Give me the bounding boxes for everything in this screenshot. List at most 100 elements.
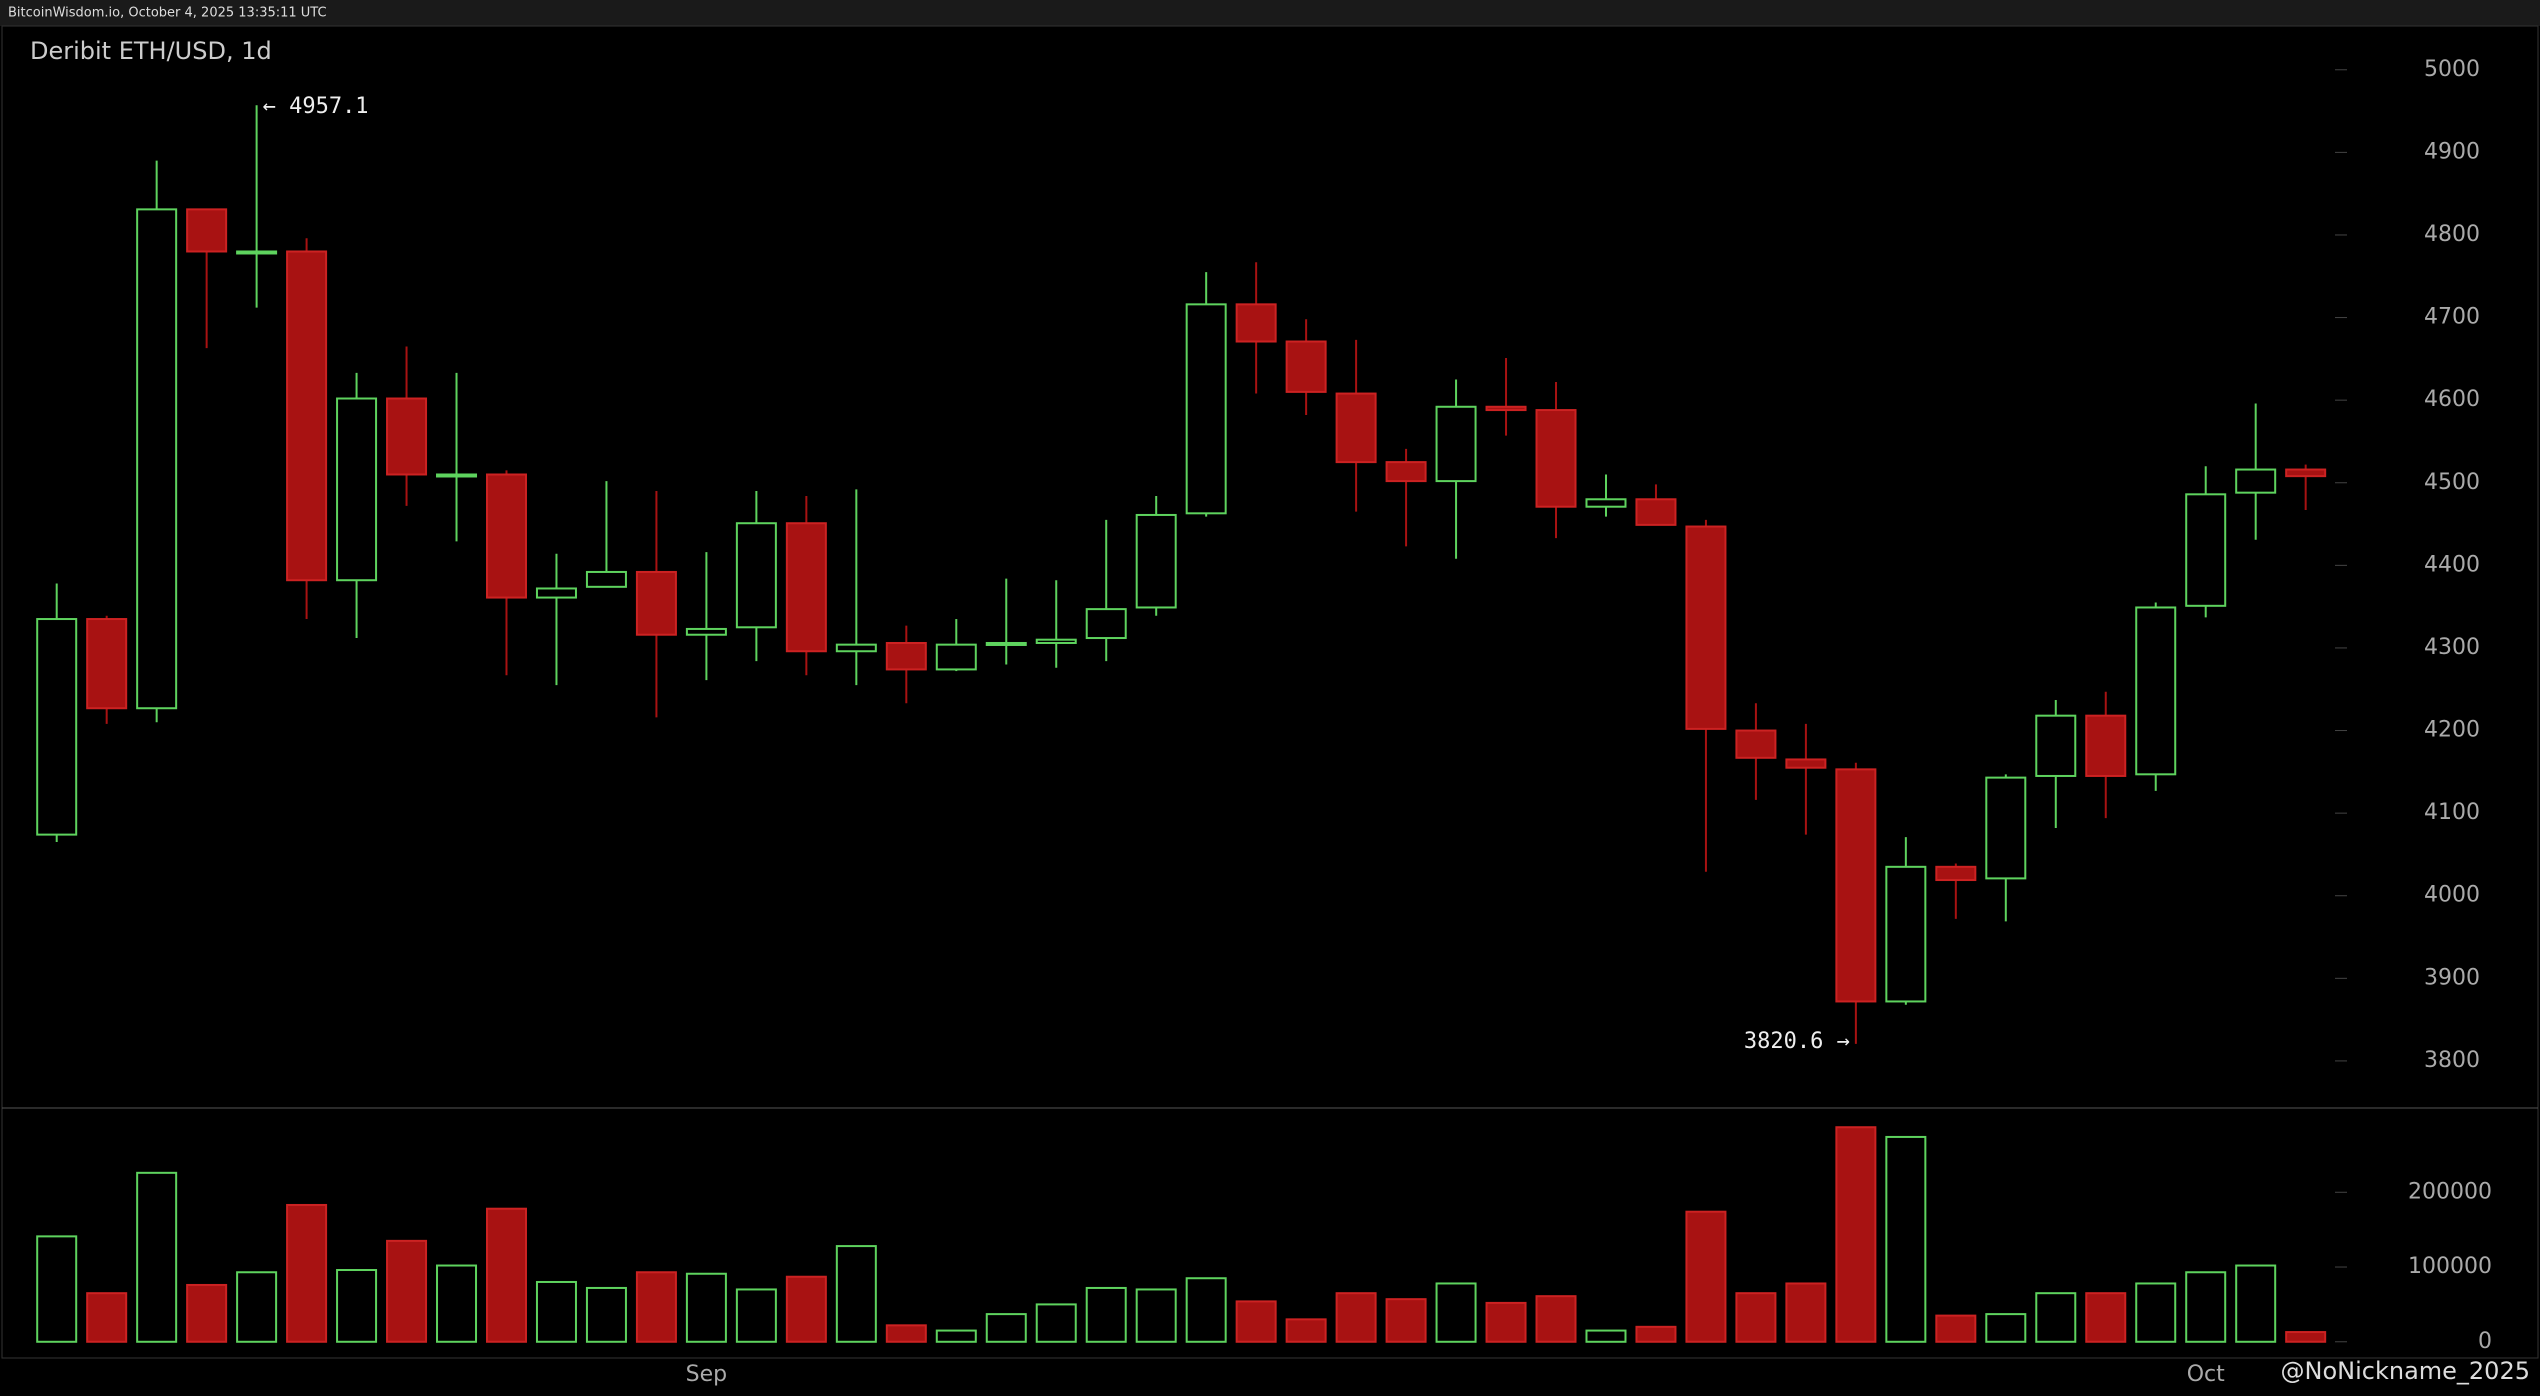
candle-body — [735, 522, 777, 629]
volume-bar — [336, 1269, 378, 1343]
candle-body — [485, 473, 527, 599]
candle-body — [1685, 525, 1727, 730]
y-tick-label: 4100 — [2424, 800, 2480, 825]
x-tick-label: Sep — [686, 1362, 727, 1387]
y-tick-label: 4600 — [2424, 387, 2480, 412]
candle-body — [2185, 493, 2227, 607]
candle-body — [1385, 461, 1427, 483]
candle-body — [2085, 714, 2127, 777]
y2-tick-label: 200000 — [2408, 1179, 2492, 1204]
candle-body — [1885, 865, 1927, 1003]
candle-body — [1635, 498, 1677, 526]
volume-bar — [1735, 1292, 1777, 1343]
volume-bar — [585, 1286, 627, 1343]
volume-bar — [1635, 1325, 1677, 1343]
y-tick-label: 4500 — [2424, 470, 2480, 495]
candle-body — [785, 522, 827, 653]
volume-bar — [1185, 1277, 1227, 1343]
candle-body — [386, 397, 428, 476]
candle-body — [1585, 498, 1627, 508]
candle-body — [635, 570, 677, 636]
candle-body — [1185, 303, 1227, 515]
candle-body — [685, 627, 727, 636]
annotation: ← 4957.1 — [263, 94, 369, 119]
volume-bar — [635, 1271, 677, 1343]
volume-bar — [1135, 1288, 1177, 1343]
candle-body — [136, 208, 178, 710]
chart-title: Deribit ETH/USD, 1d — [30, 37, 272, 65]
y-tick-label: 3900 — [2424, 965, 2480, 990]
volume-bar — [2035, 1292, 2077, 1343]
annotation: 3820.6 → — [1744, 1029, 1850, 1054]
volume-bar — [1085, 1286, 1127, 1343]
volume-bar — [286, 1203, 328, 1343]
volume-bar — [2235, 1264, 2277, 1343]
volume-bar — [1285, 1318, 1327, 1343]
volume-bar — [1885, 1135, 1927, 1343]
y2-tick-label: 100000 — [2408, 1254, 2492, 1279]
top-bar — [0, 0, 2540, 26]
volume-bar — [2185, 1271, 2227, 1343]
volume-bar — [1385, 1298, 1427, 1343]
volume-bar — [436, 1264, 478, 1343]
candle-body — [436, 473, 478, 478]
candle-body — [1985, 776, 2027, 880]
volume-bar — [2285, 1331, 2327, 1343]
volume-bar — [1985, 1313, 2027, 1343]
volume-bar — [935, 1329, 977, 1343]
candle-body — [2135, 606, 2177, 776]
candle-body — [36, 618, 78, 836]
candle-body — [1935, 865, 1977, 882]
volume-bar — [1035, 1303, 1077, 1343]
candle-body — [1235, 303, 1277, 343]
y-tick-label: 4900 — [2424, 139, 2480, 164]
volume-bar — [985, 1313, 1027, 1343]
candle-body — [1435, 405, 1477, 483]
volume-bar — [36, 1235, 78, 1343]
candle-body — [535, 587, 577, 599]
candle-body — [1485, 405, 1527, 412]
volume-bar — [1935, 1314, 1977, 1343]
candle-body — [885, 641, 927, 671]
volume-bar — [785, 1275, 827, 1343]
volume-bar — [86, 1292, 128, 1343]
candle-body — [1835, 768, 1877, 1003]
volume-bar — [1435, 1282, 1477, 1343]
volume-bar — [1235, 1300, 1277, 1343]
candle-body — [2285, 468, 2327, 478]
volume-bar — [1835, 1126, 1877, 1343]
candle-body — [2235, 468, 2277, 494]
volume-bar — [485, 1207, 527, 1343]
volume-bar — [1585, 1329, 1627, 1343]
volume-bar — [1785, 1282, 1827, 1343]
volume-bar — [186, 1283, 228, 1343]
candle-body — [286, 250, 328, 582]
candle-body — [1735, 729, 1777, 759]
y-tick-label: 4700 — [2424, 305, 2480, 330]
candle-body — [1785, 758, 1827, 769]
volume-bar — [1535, 1295, 1577, 1343]
candle-body — [236, 250, 278, 255]
candle-body — [1285, 340, 1327, 393]
volume-bar — [2135, 1282, 2177, 1343]
volume-bar — [1485, 1301, 1527, 1343]
y-tick-label: 4000 — [2424, 883, 2480, 908]
panel — [1, 25, 2539, 1359]
volume-bar — [1335, 1292, 1377, 1343]
volume-bar — [136, 1171, 178, 1343]
watermark: @NoNickname_2025 — [2281, 1357, 2531, 1385]
header: BitcoinWisdom.io, October 4, 2025 13:35:… — [8, 6, 327, 21]
candle-body — [985, 641, 1027, 646]
candle-body — [1035, 638, 1077, 644]
volume-bar — [835, 1245, 877, 1343]
volume-bar — [535, 1280, 577, 1343]
volume-bar — [735, 1288, 777, 1343]
candle-body — [1135, 513, 1177, 609]
candle-body — [2035, 714, 2077, 777]
candle-body — [1335, 392, 1377, 464]
volume-bar — [685, 1272, 727, 1343]
y-tick-label: 3800 — [2424, 1048, 2480, 1073]
candle-body — [585, 570, 627, 588]
candle-body — [935, 643, 977, 671]
